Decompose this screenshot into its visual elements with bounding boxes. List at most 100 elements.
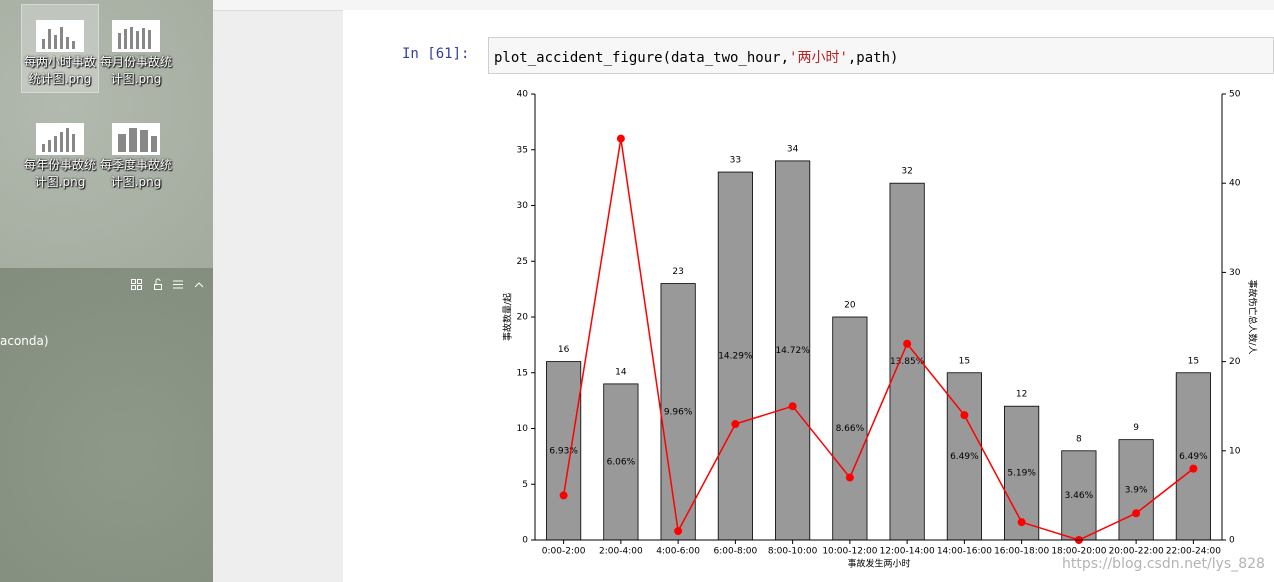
y2-tick-label: 40 [1229,179,1241,189]
share-label: 6.06% [607,457,636,467]
point [674,527,683,536]
icon-label: 每月份事故统计图.png [99,55,172,86]
panel-text: aconda) [0,334,49,348]
bar [660,283,696,541]
bar [603,383,639,541]
point [788,402,797,411]
bar [1175,372,1211,541]
point [1132,509,1141,518]
thumbnail [36,20,84,52]
y-tick-label: 20 [517,313,529,323]
axes-frame [534,94,1223,541]
y-axis-label: 事故数量/起 [502,293,514,341]
thumbnail [112,20,160,52]
y2-tick-label: 0 [1229,536,1235,546]
bar [889,182,925,541]
x-tick-label: 8:00-10:00 [768,547,818,557]
y-tick-label: 5 [522,480,528,490]
x-tick-label: 18:00-20:00 [1051,547,1106,557]
point [903,339,912,348]
code: plot_accident_figure(data_two_hour, [494,50,790,66]
code-cell[interactable]: plot_accident_figure(data_two_hour,'两小时'… [488,37,1274,74]
chart: 事故发生两小时 事故数量/起 事故伤亡总人数/人 0 5 10 15 20 25 30 35 4… [502,90,1259,570]
bar-label: 8 [1076,434,1082,444]
share-label: 6.49% [1179,452,1208,462]
x-tick-label: 20:00-22:00 [1109,547,1164,557]
x-tick-label: 2:00-4:00 [599,547,643,557]
y-tick-label: 35 [517,145,528,155]
share-label: 5.19% [1007,469,1036,479]
point [559,491,568,500]
share-label: 3.9% [1125,485,1148,495]
y2-axis-label: 事故伤亡总人数/人 [1247,279,1259,354]
bar-label: 34 [787,144,799,154]
cell-prompt: In [61]: [402,46,470,62]
bar-label: 12 [1016,390,1027,400]
line [562,138,1194,541]
y2-tick-label: 50 [1229,90,1241,100]
x-tick-label: 14:00-16:00 [937,547,992,557]
watermark: https://blog.csdn.net/lys_828 [1062,556,1265,572]
y-tick-label: 10 [517,424,529,434]
icon-label: 每两小时事故统计图.png [23,55,96,86]
x-tick-label: 12:00-14:00 [880,547,935,557]
panel-toolbar[interactable] [130,277,210,293]
point [960,411,969,420]
bar-label: 33 [730,156,741,166]
bar-label: 15 [1188,356,1199,366]
desktop-icon[interactable]: 每两小时事故统计图.png [21,4,99,93]
icon-label: 每季度事故统计图.png [99,158,172,189]
bar-label: 23 [672,267,683,277]
y2-tick-label: 20 [1229,357,1241,367]
x-tick-label: 10:00-12:00 [822,547,877,557]
x-tick-label: 4:00-6:00 [656,547,700,557]
share-label: 6.93% [549,446,578,456]
x-tick-label: 0:00-2:00 [542,547,586,557]
point [1189,464,1198,473]
thumbnail [112,123,160,155]
x-tick-label: 16:00-18:00 [994,547,1049,557]
x-tick-label: 6:00-8:00 [714,547,758,557]
bar-label: 14 [615,367,627,377]
x-tick-label: 22:00-24:00 [1166,547,1221,557]
desktop-icon[interactable]: 每月份事故统计图.png [98,5,174,88]
code: ,path) [847,50,899,66]
bar-label: 32 [901,167,912,177]
share-label: 9.96% [664,407,693,417]
code-string: '两小时' [789,50,848,66]
share-label: 6.49% [950,452,979,462]
bar-label: 9 [1133,423,1139,433]
desktop-icon[interactable]: 每季度事故统计图.png [98,108,174,191]
bar [546,361,582,541]
bar-label: 15 [959,356,970,366]
y-tick-label: 30 [517,201,529,211]
bar [1004,405,1040,541]
bar-label: 20 [844,301,856,311]
bar [1118,439,1154,541]
bar-label: 16 [558,345,570,355]
x-axis-label: 事故发生两小时 [847,558,910,570]
point [1017,518,1026,527]
share-label: 14.29% [718,352,753,362]
y2-tick-label: 30 [1229,268,1241,278]
y-tick-label: 40 [517,90,529,100]
share-label: 8.66% [836,424,865,434]
bar [832,316,868,541]
desktop-icon[interactable]: 每年份事故统计图.png [22,108,98,191]
thumbnail [36,123,84,155]
bar [717,171,753,541]
desktop: 每两小时事故统计图.png 每月份事故统计图.png 每年份事故统计图.png … [0,0,213,268]
point [616,134,625,143]
panel [0,268,213,582]
bar [775,160,811,541]
y-tick-label: 15 [517,368,528,378]
y-tick-label: 0 [522,536,528,546]
bar [1061,450,1097,541]
point [845,473,854,482]
share-label: 13.85% [890,357,925,367]
point [731,420,740,429]
y-tick-label: 25 [517,257,528,267]
share-label: 14.72% [775,346,810,356]
y2-tick-label: 10 [1229,446,1241,456]
